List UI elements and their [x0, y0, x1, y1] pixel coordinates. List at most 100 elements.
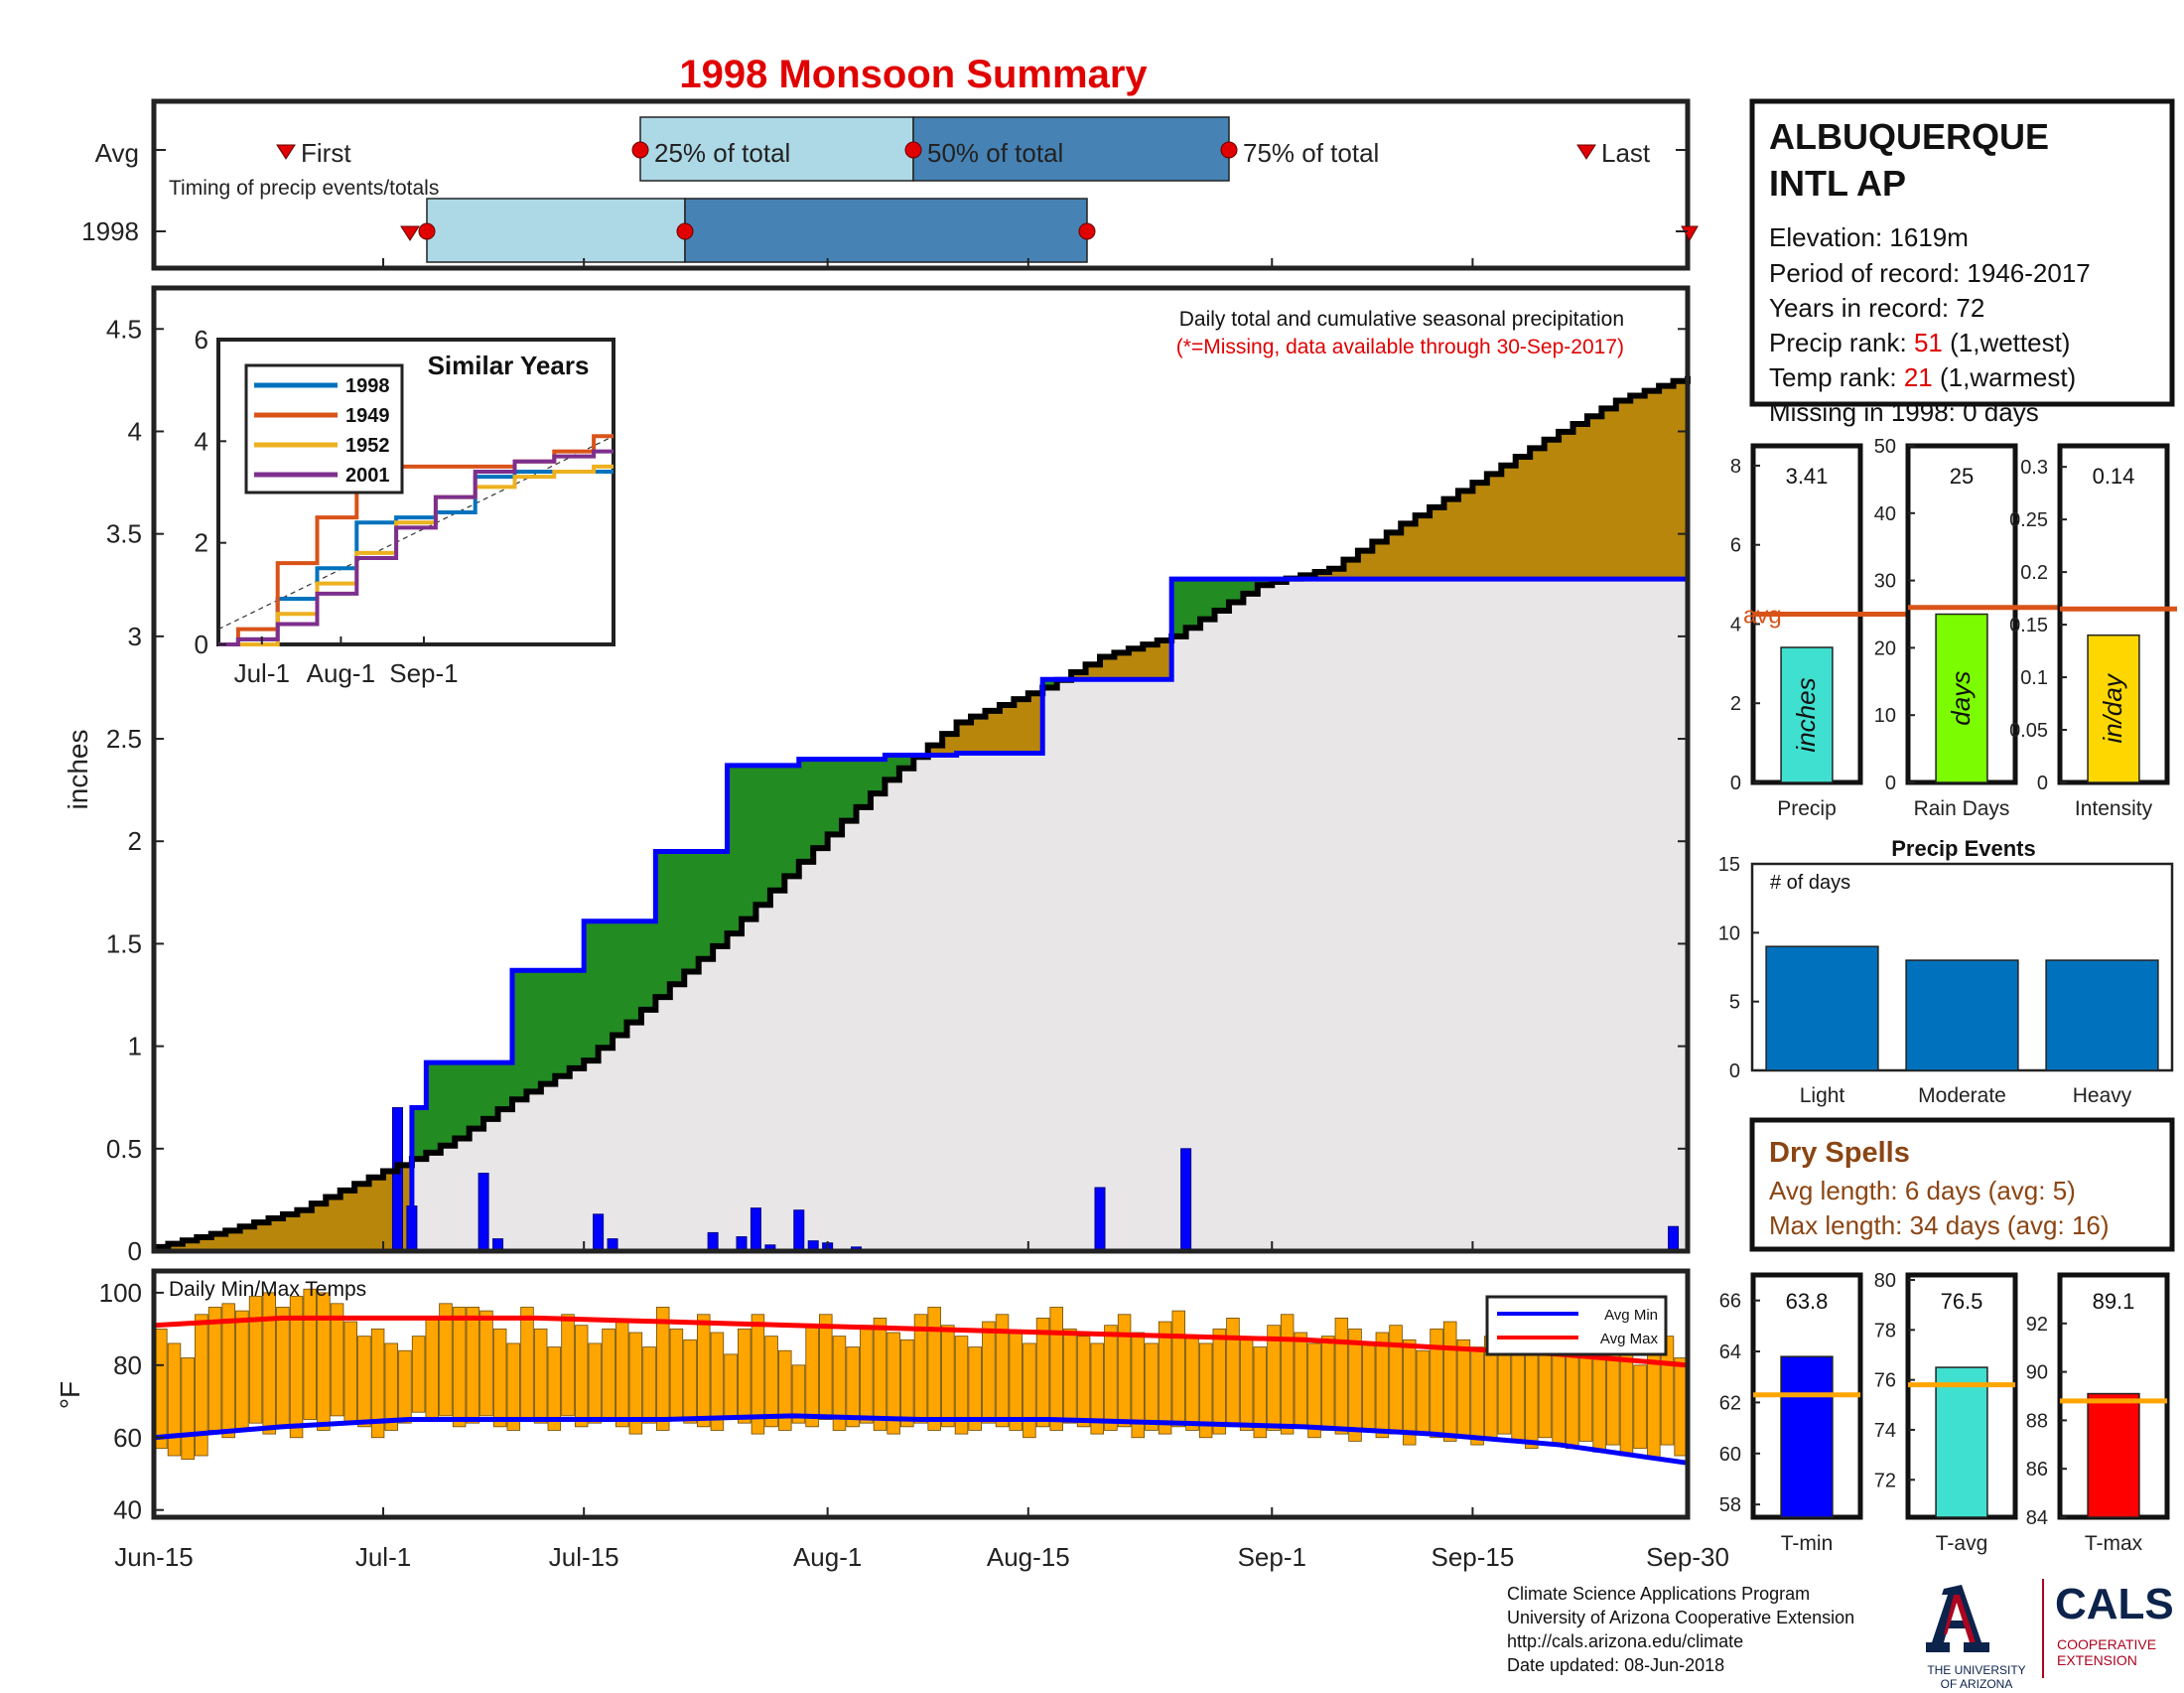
- cals-coop-line1: COOPERATIVE: [2057, 1636, 2156, 1652]
- temps-ytick-label: 60: [113, 1423, 142, 1453]
- temp-range-bar: [1525, 1349, 1539, 1450]
- temp-range-bar: [1456, 1339, 1471, 1439]
- temp-range-bar: [1566, 1346, 1579, 1450]
- daily-precip-bar: [593, 1213, 605, 1252]
- small-panel-bar: [2087, 634, 2140, 783]
- temp-range-bar: [370, 1328, 385, 1439]
- temp-range-bar: [913, 1314, 928, 1424]
- temp-range-bar: [357, 1336, 371, 1428]
- inset-legend-label: 1949: [345, 405, 390, 427]
- small-panel-value: 0.14: [2093, 464, 2135, 489]
- inset-legend-label: 1998: [345, 375, 390, 397]
- temp-range-bar: [1442, 1321, 1457, 1442]
- temp-range-bar: [506, 1342, 521, 1431]
- events-ytick-label: 10: [1718, 922, 1740, 944]
- station-missing: Missing in 1998: 0 days: [1769, 397, 2039, 427]
- temp-range-bar: [547, 1346, 562, 1431]
- timing-panel: Avg 1998 Timing of precip events/totals …: [81, 98, 1699, 271]
- temp-range-bar: [1578, 1353, 1593, 1442]
- temp-range-bar: [791, 1364, 806, 1424]
- small-panel-ytick-label: 72: [1874, 1470, 1896, 1491]
- main-ylabel: inches: [63, 730, 93, 810]
- temp-range-bar: [317, 1292, 331, 1431]
- small-panel-unit: inches: [1791, 677, 1821, 752]
- temp-range-bar: [1104, 1325, 1118, 1431]
- events-bar: [1905, 959, 2019, 1071]
- temp-range-bar: [520, 1307, 534, 1420]
- avg-p25-label: 25% of total: [654, 138, 790, 168]
- timing-row-avg: Avg: [95, 138, 139, 168]
- inset-ytick-label: 6: [195, 325, 208, 354]
- cals-coop-line2: EXTENSION: [2057, 1652, 2137, 1668]
- temp-range-bar: [1253, 1346, 1268, 1439]
- temp-range-bar: [751, 1314, 765, 1435]
- temp-range-bar: [1470, 1346, 1484, 1446]
- ua-logo: THE UNIVERSITY OF ARIZONA: [1926, 1585, 2026, 1691]
- small-panel-ytick-label: 58: [1719, 1494, 1741, 1516]
- inset-xtick-label: Sep-1: [389, 658, 458, 688]
- temp-range-bar: [425, 1318, 440, 1420]
- x-tick-label: Jun-15: [114, 1542, 194, 1572]
- inset-xtick-label: Aug-1: [307, 658, 375, 688]
- temp-range-bar: [846, 1346, 860, 1428]
- small-panel-ytick-label: 0: [1885, 773, 1896, 794]
- station-precip-rank: Precip rank: 51 (1,wettest): [1769, 328, 2070, 357]
- temp-range-bar: [533, 1328, 548, 1424]
- small-panel-ytick-label: 0.15: [2009, 615, 2048, 636]
- small-panel-label: Rain Days: [1914, 797, 2010, 820]
- small-panel-value: 76.5: [1941, 1289, 1983, 1314]
- temp-range-bar: [1294, 1332, 1308, 1428]
- temp-range-bar: [642, 1346, 656, 1424]
- station-name-line2: INTL AP: [1769, 163, 1906, 204]
- small-panel-ytick-label: 0.1: [2020, 667, 2048, 689]
- events-ytick-label: 0: [1729, 1060, 1740, 1082]
- temp-range-bar: [1307, 1342, 1321, 1439]
- page-title: 1998 Monsoon Summary: [679, 53, 1148, 96]
- temp-range-bar: [452, 1307, 467, 1428]
- events-title: Precip Events: [1891, 836, 2036, 861]
- temp-range-bar: [954, 1336, 969, 1435]
- temp-range-bar: [968, 1346, 982, 1431]
- small-panel-label: Precip: [1777, 797, 1837, 820]
- temp-range-bar: [941, 1325, 955, 1428]
- temp-range-bar: [1049, 1307, 1063, 1431]
- temps-label: Daily Min/Max Temps: [169, 1278, 366, 1301]
- temp-range-bar: [479, 1310, 493, 1417]
- main-note-1: Daily total and cumulative seasonal prec…: [1179, 308, 1624, 331]
- temp-range-bar: [1171, 1310, 1186, 1428]
- events-category-label: Light: [1800, 1084, 1845, 1107]
- daily-precip-bar: [478, 1173, 489, 1252]
- legend-avg-max-label: Avg Max: [1600, 1331, 1659, 1347]
- avg-p50-label: 50% of total: [927, 138, 1063, 168]
- temp-range-bar: [1389, 1325, 1403, 1435]
- temp-range-bar: [873, 1318, 887, 1431]
- temp-range-bar: [1131, 1332, 1145, 1439]
- temp-range-bar: [561, 1314, 575, 1417]
- temp-range-bar: [1239, 1339, 1254, 1431]
- temps-ytick-label: 40: [113, 1495, 142, 1525]
- season-temp-panels: 63.8 T-min 58 60 62 64 66 76.5 T-avg 72 74 76 78 80 89…: [1719, 1270, 2170, 1555]
- season-totals-panels: 3.41 Precip inches avg 0 2 4 6 8 25 Rain Days days 0…: [1730, 436, 2177, 820]
- daily-precip-bar: [793, 1209, 805, 1252]
- small-panel-label: Intensity: [2075, 797, 2153, 820]
- station-temp-rank: Temp rank: 21 (1,warmest): [1769, 362, 2076, 392]
- inset-title: Similar Years: [428, 351, 590, 380]
- small-panel-bar: [1780, 1355, 1834, 1518]
- x-axis-labels: Jun-15 Jul-1 Jul-15 Aug-1 Aug-15 Sep-1 Sep-15 S…: [114, 1241, 1729, 1572]
- x-tick-label: Aug-1: [793, 1542, 862, 1572]
- small-panel-label: T-max: [2085, 1532, 2143, 1555]
- footer-line4: Date updated: 08-Jun-2018: [1507, 1655, 1724, 1675]
- daily-precip-bar: [1180, 1148, 1192, 1252]
- daily-precip-bar: [391, 1107, 403, 1252]
- avg-min-line: [153, 1413, 1689, 1466]
- events-category-label: Moderate: [1918, 1084, 2006, 1107]
- temp-range-bar: [466, 1307, 480, 1424]
- events-ytick-label: 5: [1729, 992, 1740, 1014]
- temp-range-bar: [1145, 1342, 1159, 1431]
- main-ytick-label: 2: [128, 826, 142, 856]
- temp-range-bar: [221, 1303, 235, 1439]
- avg-box-50-75: [912, 116, 1230, 182]
- year-box-50-75: [684, 198, 1088, 263]
- main-ytick-label: 1.5: [106, 928, 142, 958]
